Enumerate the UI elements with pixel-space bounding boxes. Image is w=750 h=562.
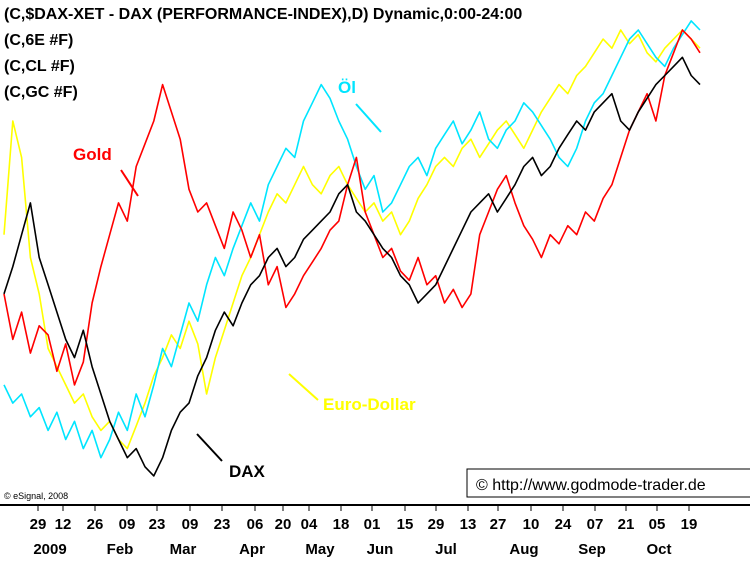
x-ticks-layer: 29 12 26 09 23 09 23 06 20 04 18 01 15 29 13 27 10 24 07 21… [30,505,698,558]
url-text: © http://www.godmode-trader.de [476,477,706,494]
x-tick-day-label: 29 [30,516,47,533]
x-tick-month-label: Sep [578,541,606,558]
copyright-text: © eSignal, 2008 [4,491,68,501]
header-line-1: (C,$DAX-XET - DAX (PERFORMANCE-INDEX),D)… [4,6,522,23]
x-tick-day-label: 18 [333,516,350,533]
header-line-2: (C,6E #F) [4,32,73,49]
x-tick-day-label: 01 [364,516,381,533]
arrow-dax [196,433,223,462]
x-tick-day-label: 05 [649,516,666,533]
label-euro-dollar: Euro-Dollar [323,395,416,414]
x-tick-day-label: 06 [247,516,264,533]
x-tick-month-label: Apr [239,541,265,558]
series-line-dax [3,56,701,477]
x-tick-day-label: 09 [119,516,136,533]
arrow-gold [120,169,139,197]
x-tick-month-label: Aug [509,541,538,558]
series-line--l [3,20,701,459]
x-tick-day-label: 23 [214,516,231,533]
x-tick-month-label: 2009 [33,541,66,558]
x-tick-day-label: 10 [523,516,540,533]
x-tick-month-label: Feb [107,541,134,558]
x-tick-day-label: 09 [182,516,199,533]
x-tick-day-label: 21 [618,516,635,533]
x-tick-month-label: Jun [367,541,394,558]
x-tick-day-label: 19 [681,516,698,533]
x-tick-day-label: 15 [397,516,414,533]
x-tick-day-label: 24 [555,516,572,533]
x-tick-day-label: 20 [275,516,292,533]
x-tick-month-label: Mar [170,541,197,558]
x-tick-day-label: 04 [301,516,318,533]
x-tick-day-label: 13 [460,516,477,533]
x-tick-day-label: 23 [149,516,166,533]
series-layer [3,20,701,477]
series-line-gold [3,29,701,386]
header-line-4: (C,GC #F) [4,84,78,101]
label-gold: Gold [73,145,112,164]
x-tick-month-label: May [305,541,335,558]
x-tick-month-label: Jul [435,541,457,558]
header-line-3: (C,CL #F) [4,58,75,75]
label-oel: Öl [338,78,356,97]
x-tick-day-label: 29 [428,516,445,533]
x-tick-day-label: 12 [55,516,72,533]
x-tick-day-label: 07 [587,516,604,533]
arrow-oel [355,103,382,133]
arrow-euro-dollar [288,373,319,401]
label-dax: DAX [229,462,266,481]
x-tick-day-label: 26 [87,516,104,533]
url-box [466,468,750,498]
x-tick-month-label: Oct [646,541,671,558]
x-tick-day-label: 27 [490,516,507,533]
